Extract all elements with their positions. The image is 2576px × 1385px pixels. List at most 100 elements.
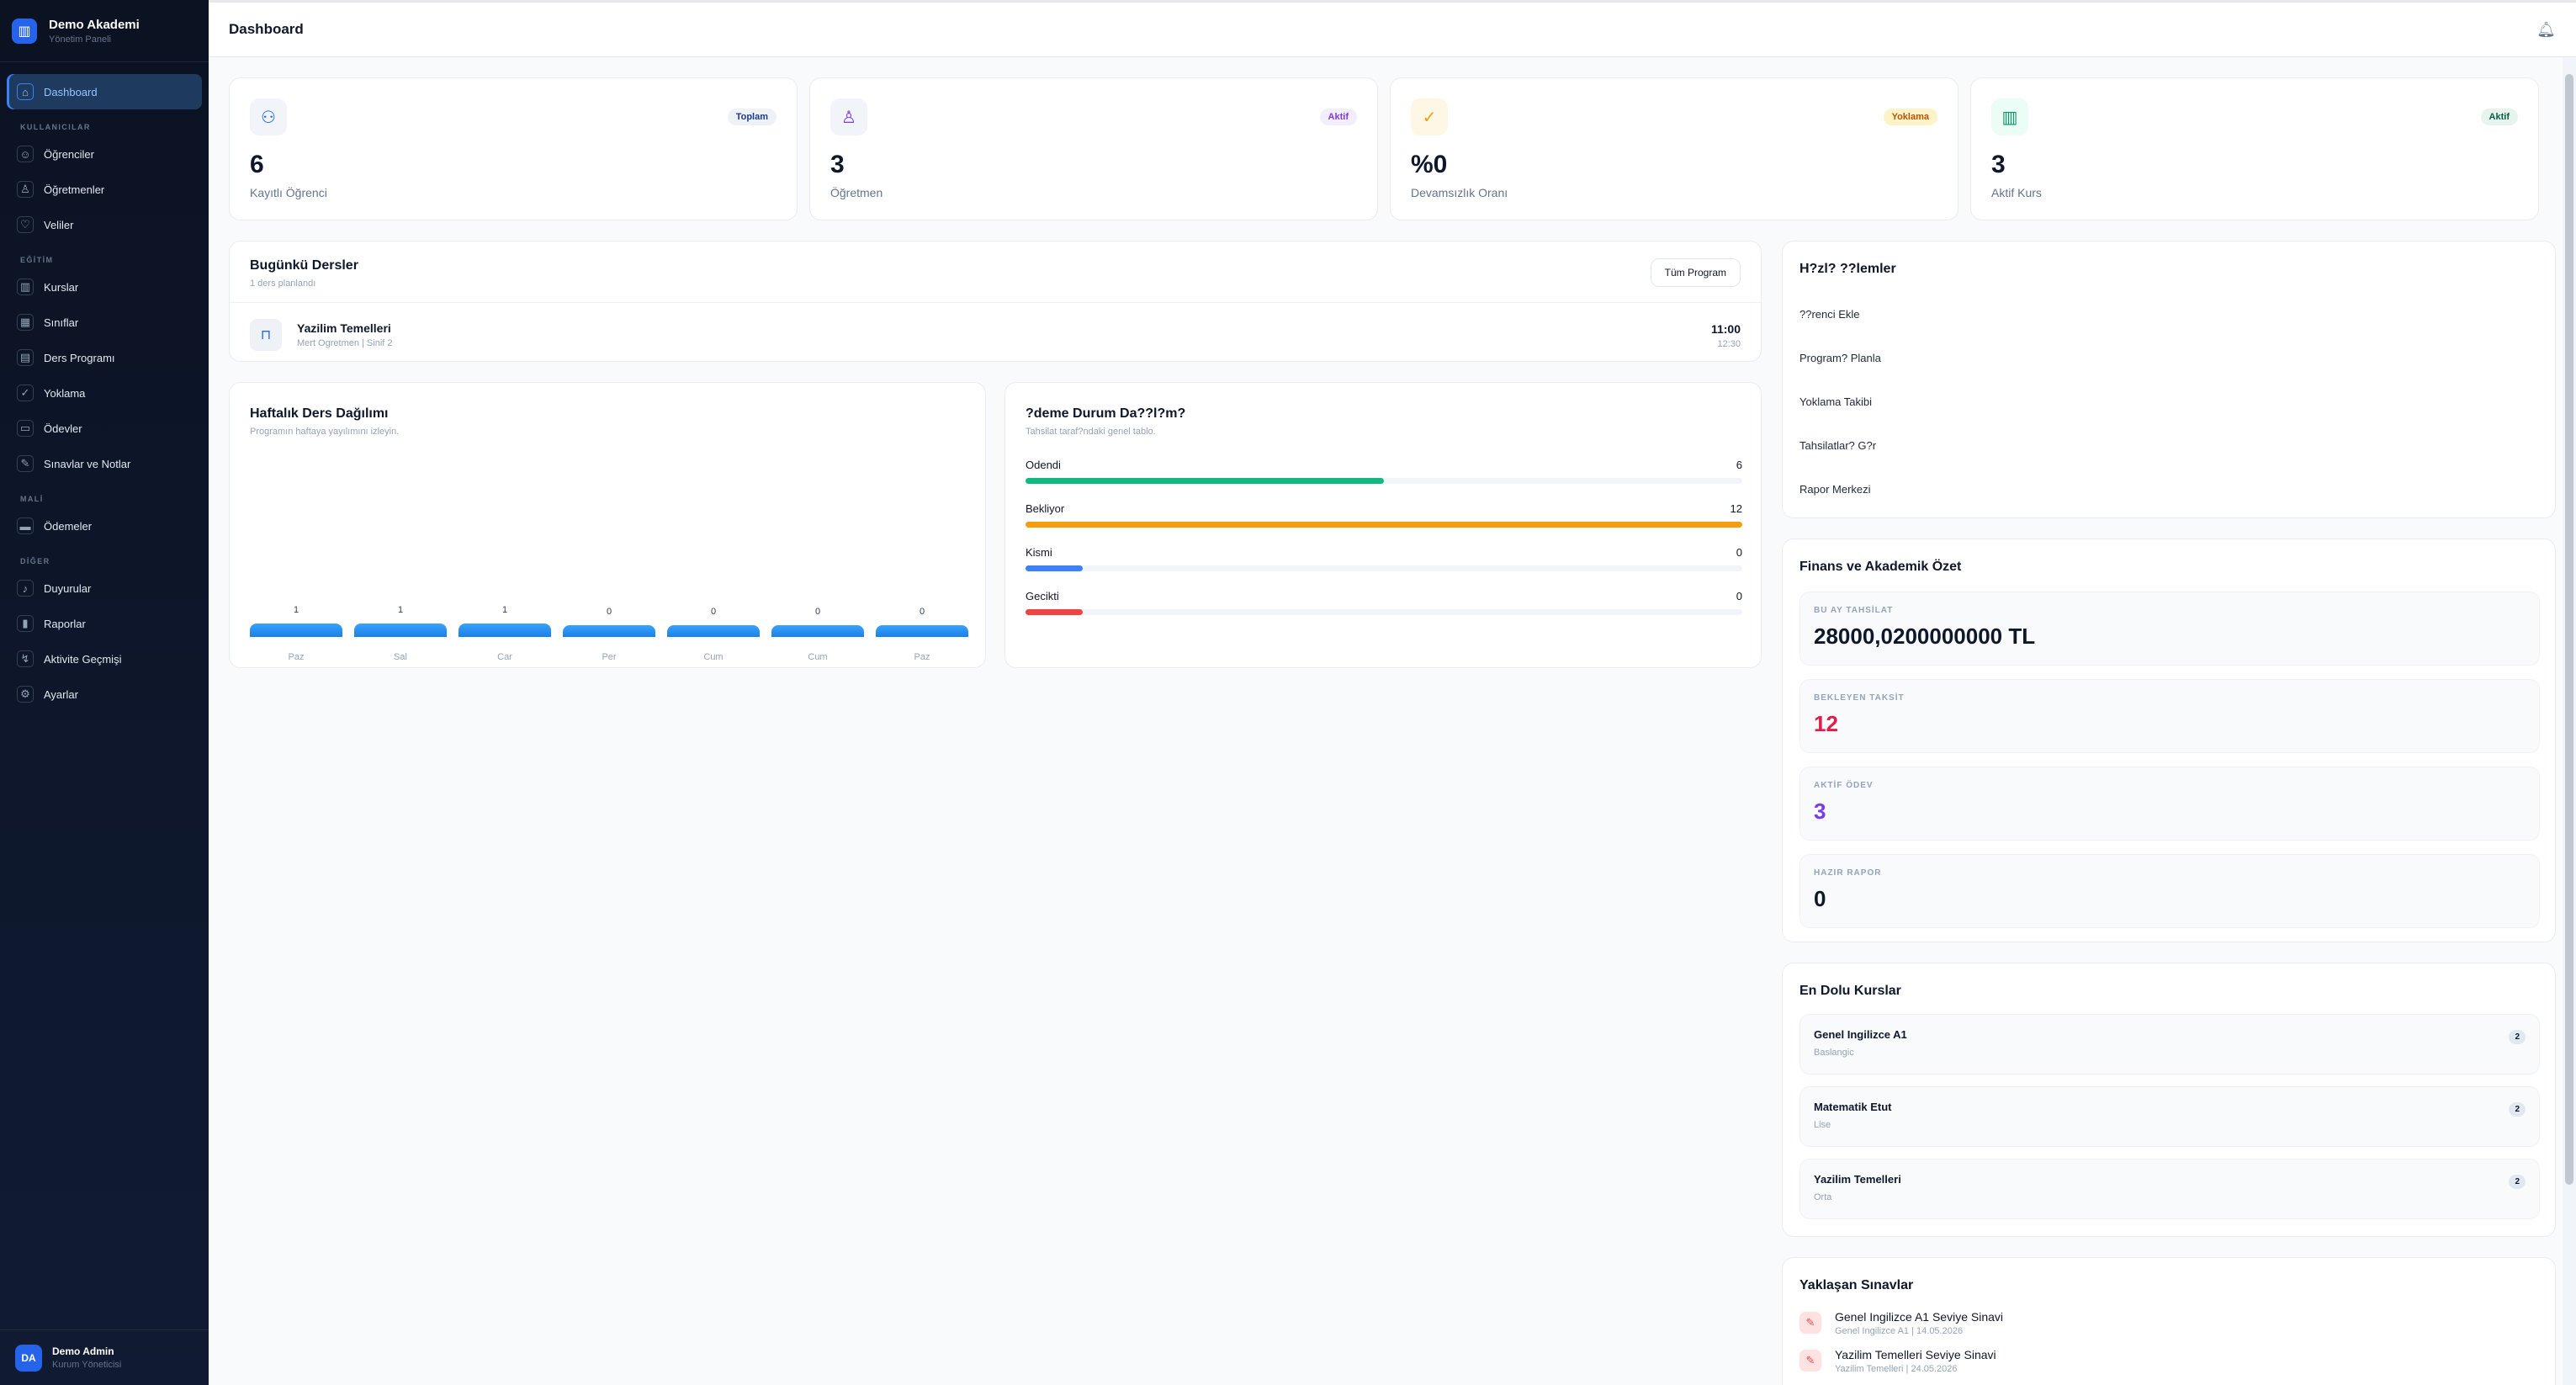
course-item[interactable]: Matematik Etut Lise 2 <box>1799 1086 2540 1147</box>
payment-label: Odendi <box>1026 459 1061 471</box>
sidebar-item-label: Dashboard <box>44 85 98 98</box>
bar-category-label: Cum <box>808 652 828 662</box>
bar-mark <box>876 625 968 637</box>
nav-section-education: EĞİTİM <box>20 256 54 264</box>
weekly-distribution-card: Haftalık Ders Dağılımı Programın haftaya… <box>229 382 986 668</box>
progress-fill <box>1026 609 1084 615</box>
bar-category-label: Cum <box>703 652 724 662</box>
book-icon: ▥ <box>12 18 37 44</box>
payment-label: Kismi <box>1026 546 1052 559</box>
quick-actions-card: H?zl? ??lemler ??renci Ekle Program? Pla… <box>1782 241 2556 518</box>
exam-name: Genel Ingilizce A1 Seviye Sinavi <box>1835 1310 2003 1324</box>
sidebar-item-courses[interactable]: ▥ Kurslar <box>7 269 202 305</box>
summary-item: HAZIR RAPOR 0 <box>1799 854 2540 928</box>
stat-card-courses: ▥ Aktif 3 Aktif Kurs <box>1970 77 2539 220</box>
payment-row: Gecikti 0 <box>1026 590 1742 615</box>
all-program-button[interactable]: Tüm Program <box>1650 258 1741 287</box>
lesson-item[interactable]: ⊓ Yazilim Temelleri Mert Ogretmen | Sini… <box>250 319 393 351</box>
user-role: Kurum Yöneticisi <box>52 1360 122 1370</box>
course-level: Orta <box>1814 1192 1832 1202</box>
bar-mark <box>771 625 864 637</box>
scrollbar[interactable] <box>2563 57 2576 1385</box>
card-icon: ▬ <box>17 517 34 534</box>
quick-action-attendance[interactable]: Yoklama Takibi <box>1799 395 1872 408</box>
finance-summary-card: Finans ve Akademik Özet BU AY TAHSİLAT 28… <box>1782 539 2556 942</box>
quick-action-payments[interactable]: Tahsilatlar? G?r <box>1799 438 1877 452</box>
progress-fill <box>1026 478 1384 484</box>
quick-action-plan-program[interactable]: Program? Planla <box>1799 351 1881 364</box>
bar-3: 0 Per <box>563 607 655 662</box>
sidebar-item-homework[interactable]: ▭ Ödevler <box>7 411 202 446</box>
bar-mark <box>458 624 551 637</box>
sidebar-item-label: Öğrenciler <box>44 147 94 161</box>
exam-item[interactable]: ✎ Yazilim Temelleri Seviye Sinavi Yazilim … <box>1799 1348 2540 1374</box>
building-icon: ▦ <box>17 314 34 331</box>
sidebar-item-parents[interactable]: ♡ Veliler <box>7 207 202 242</box>
scrollbar-thumb[interactable] <box>2565 74 2573 1185</box>
card-title: Yaklaşan Sınavlar <box>1799 1278 1914 1292</box>
summary-value: 0 <box>1814 886 1826 911</box>
course-item[interactable]: Yazilim Temelleri Orta 2 <box>1799 1159 2540 1219</box>
sidebar-item-exams[interactable]: ✎ Sınavlar ve Notlar <box>7 446 202 481</box>
course-list: Genel Ingilizce A1 Baslangic 2 Matematik Et… <box>1799 1014 2540 1231</box>
payment-value: 0 <box>1736 546 1742 559</box>
sidebar-item-label: Kurslar <box>44 280 79 294</box>
bar-6: 0 Paz <box>876 607 968 662</box>
course-count-badge: 2 <box>2509 1030 2526 1044</box>
course-count-badge: 2 <box>2509 1102 2526 1117</box>
edit-icon: ✎ <box>17 455 34 472</box>
today-lessons-card: Bugünkü Dersler 1 ders planlandı Tüm Pro… <box>229 241 1762 362</box>
user-profile[interactable]: DA Demo Admin Kurum Yöneticisi <box>0 1329 209 1385</box>
sidebar-item-payments[interactable]: ▬ Ödemeler <box>7 508 202 544</box>
bar-value-label: 1 <box>397 605 404 615</box>
users-icon: ⚇ <box>250 98 287 135</box>
course-name: Genel Ingilizce A1 <box>1814 1028 1907 1041</box>
status-badge: Yoklama <box>1883 109 1937 125</box>
summary-item: AKTİF ÖDEV 3 <box>1799 767 2540 841</box>
brand-subtitle: Yönetim Paneli <box>49 34 111 45</box>
bar-value-label: 1 <box>293 605 299 615</box>
sidebar-item-label: Duyurular <box>44 581 92 595</box>
bar-mark <box>250 624 342 637</box>
payment-value: 6 <box>1736 459 1742 471</box>
sidebar-item-label: Ödevler <box>44 422 82 435</box>
check-circle-icon: ✓ <box>1411 98 1448 135</box>
sidebar-item-dashboard[interactable]: ⌂ Dashboard <box>7 74 202 109</box>
sidebar-item-label: Raporlar <box>44 617 86 630</box>
sidebar-item-schedule[interactable]: ▤ Ders Programı <box>7 340 202 375</box>
quick-action-add-student[interactable]: ??renci Ekle <box>1799 307 1860 321</box>
bar-0: 1 Paz <box>250 605 342 662</box>
user-name: Demo Admin <box>52 1345 114 1357</box>
sidebar-item-label: Öğretmenler <box>44 183 105 196</box>
exam-item[interactable]: ✎ Genel Ingilizce A1 Seviye Sinavi Genel I… <box>1799 1310 2540 1336</box>
nav-section-users: KULLANICILAR <box>20 123 91 131</box>
summary-item: BEKLEYEN TAKSİT 12 <box>1799 679 2540 753</box>
sidebar-item-settings[interactable]: ⚙ Ayarlar <box>7 677 202 712</box>
sidebar-item-label: Sınavlar ve Notlar <box>44 457 131 470</box>
lesson-icon: ⊓ <box>250 319 282 351</box>
progress-track <box>1026 609 1742 615</box>
bar-5: 0 Cum <box>771 607 864 662</box>
sidebar-item-announcements[interactable]: ♪ Duyurular <box>7 570 202 606</box>
book-icon: ▥ <box>17 279 34 295</box>
payment-row: Kismi 0 <box>1026 546 1742 571</box>
stat-card-students: ⚇ Toplam 6 Kayıtlı Öğrenci <box>229 77 798 220</box>
stat-value: %0 <box>1411 151 1448 178</box>
brand: ▥ Demo Akademi Yönetim Paneli <box>0 0 209 62</box>
bell-icon[interactable]: 🔔︎ <box>2536 20 2556 38</box>
stat-label: Devamsızlık Oranı <box>1411 186 1508 199</box>
sidebar-item-reports[interactable]: ▮ Raporlar <box>7 606 202 641</box>
bar-1: 1 Sal <box>354 605 447 662</box>
sidebar-item-activity[interactable]: ↯ Aktivite Geçmişi <box>7 641 202 677</box>
sidebar-item-students[interactable]: ☺ Öğrenciler <box>7 136 202 172</box>
course-item[interactable]: Genel Ingilizce A1 Baslangic 2 <box>1799 1014 2540 1075</box>
summary-label: BU AY TAHSİLAT <box>1814 606 1894 615</box>
quick-action-reports[interactable]: Rapor Merkezi <box>1799 482 1871 496</box>
summary-item: BU AY TAHSİLAT 28000,0200000000 TL <box>1799 592 2540 666</box>
sidebar-item-label: Ayarlar <box>44 687 78 701</box>
sidebar-item-classes[interactable]: ▦ Sınıflar <box>7 305 202 340</box>
sidebar-item-attendance[interactable]: ✓ Yoklama <box>7 375 202 411</box>
file-icon: ▭ <box>17 420 34 437</box>
progress-track <box>1026 478 1742 484</box>
sidebar-item-teachers[interactable]: ♙ Öğretmenler <box>7 172 202 207</box>
